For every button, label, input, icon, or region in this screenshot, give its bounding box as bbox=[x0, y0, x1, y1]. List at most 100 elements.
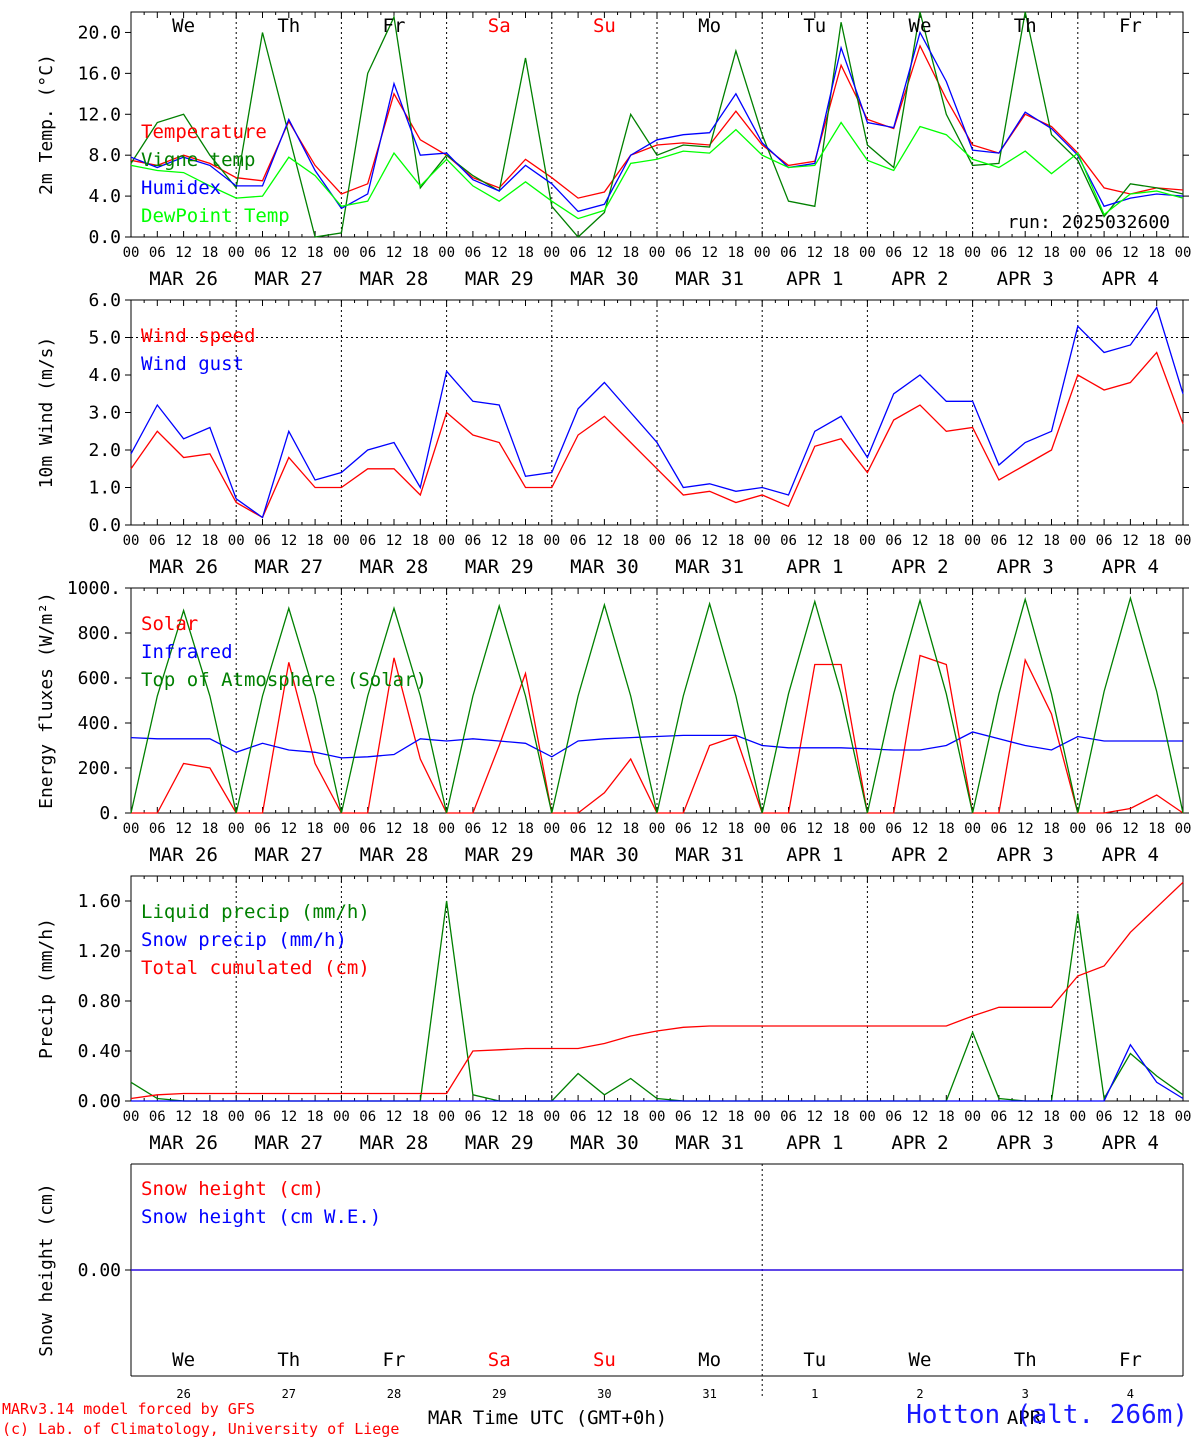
date-label: MAR 30 bbox=[570, 1132, 639, 1154]
weekday-label: Sa bbox=[488, 15, 511, 37]
date-label: APR 1 bbox=[786, 268, 843, 290]
hour-label: 06 bbox=[885, 821, 902, 837]
hour-label: 12 bbox=[280, 1109, 297, 1125]
hour-label: 12 bbox=[491, 1109, 508, 1125]
hour-label: 18 bbox=[833, 821, 850, 837]
y-tick-label: 1.20 bbox=[78, 941, 121, 962]
date-label: APR 4 bbox=[1102, 1132, 1159, 1154]
hour-label: 18 bbox=[622, 533, 639, 549]
legend-entry: Infrared bbox=[141, 641, 233, 663]
hour-label: 00 bbox=[123, 245, 140, 261]
y-axis-label: Precip (mm/h) bbox=[36, 918, 57, 1059]
hour-label: 12 bbox=[175, 533, 192, 549]
weekday-label: Tu bbox=[803, 15, 826, 37]
day-number: 31 bbox=[702, 1387, 716, 1401]
hour-label: 00 bbox=[543, 821, 560, 837]
hour-label: 00 bbox=[964, 1109, 981, 1125]
hour-label: 12 bbox=[386, 821, 403, 837]
hour-label: 18 bbox=[938, 821, 955, 837]
date-label: MAR 29 bbox=[465, 556, 534, 578]
y-tick-label: 8.0 bbox=[88, 145, 121, 166]
hour-label: 18 bbox=[1043, 1109, 1060, 1125]
hour-label: 12 bbox=[175, 1109, 192, 1125]
weekday-label: Su bbox=[593, 15, 616, 37]
hour-label: 00 bbox=[1175, 245, 1192, 261]
y-axis-label: 10m Wind (m/s) bbox=[36, 337, 57, 489]
weekday-label: Th bbox=[277, 1349, 300, 1371]
hour-label: 06 bbox=[675, 821, 692, 837]
series-line bbox=[130, 731, 1183, 759]
hour-label: 12 bbox=[491, 533, 508, 549]
date-label: APR 2 bbox=[891, 268, 948, 290]
hour-label: 06 bbox=[464, 245, 481, 261]
y-tick-label: 0.0 bbox=[88, 515, 121, 536]
hour-label: 12 bbox=[596, 1109, 613, 1125]
hour-label: 12 bbox=[1017, 245, 1034, 261]
hour-label: 18 bbox=[517, 821, 534, 837]
series-line bbox=[131, 1043, 1184, 1102]
hour-label: 12 bbox=[701, 533, 718, 549]
y-tick-label: 600. bbox=[78, 668, 121, 689]
weekday-label: We bbox=[909, 15, 932, 37]
hour-label: 12 bbox=[912, 821, 929, 837]
weekday-label: Th bbox=[277, 15, 300, 37]
hour-label: 12 bbox=[280, 245, 297, 261]
hour-label: 00 bbox=[964, 821, 981, 837]
date-label: MAR 27 bbox=[254, 268, 323, 290]
hour-label: 06 bbox=[570, 821, 587, 837]
day-number: 30 bbox=[597, 1387, 611, 1401]
hour-label: 18 bbox=[938, 533, 955, 549]
hour-label: 00 bbox=[228, 1109, 245, 1125]
y-tick-label: 2.0 bbox=[88, 440, 121, 461]
hour-label: 06 bbox=[990, 1109, 1007, 1125]
hour-label: 06 bbox=[570, 245, 587, 261]
hour-label: 18 bbox=[1148, 245, 1165, 261]
hour-label: 18 bbox=[833, 1109, 850, 1125]
hour-label: 06 bbox=[359, 821, 376, 837]
date-label: APR 3 bbox=[997, 1132, 1054, 1154]
hour-label: 06 bbox=[254, 1109, 271, 1125]
hour-label: 00 bbox=[333, 1109, 350, 1125]
run-annotation: run: 2025032600 bbox=[1007, 212, 1170, 233]
date-label: MAR 28 bbox=[360, 268, 429, 290]
day-number: 26 bbox=[176, 1387, 190, 1401]
hour-label: 00 bbox=[1175, 1109, 1192, 1125]
weekday-label: Mo bbox=[698, 15, 721, 37]
y-tick-label: 0.80 bbox=[78, 991, 121, 1012]
hour-label: 12 bbox=[1017, 821, 1034, 837]
hour-label: 00 bbox=[1069, 1109, 1086, 1125]
hour-label: 00 bbox=[123, 533, 140, 549]
hour-label: 00 bbox=[964, 533, 981, 549]
hour-label: 00 bbox=[333, 821, 350, 837]
lab-credit: (c) Lab. of Climatology, University of L… bbox=[2, 1420, 400, 1438]
hour-label: 06 bbox=[675, 245, 692, 261]
hour-label: 12 bbox=[280, 533, 297, 549]
month-label: MAR bbox=[428, 1407, 463, 1429]
hour-label: 18 bbox=[307, 1109, 324, 1125]
hour-label: 12 bbox=[701, 245, 718, 261]
hour-label: 00 bbox=[859, 821, 876, 837]
hour-label: 06 bbox=[570, 1109, 587, 1125]
hour-label: 00 bbox=[649, 821, 666, 837]
hour-label: 12 bbox=[596, 533, 613, 549]
date-label: APR 4 bbox=[1102, 556, 1159, 578]
hour-label: 18 bbox=[727, 1109, 744, 1125]
date-label: MAR 29 bbox=[465, 844, 534, 866]
date-label: APR 2 bbox=[891, 844, 948, 866]
hour-label: 18 bbox=[1043, 533, 1060, 549]
hour-label: 18 bbox=[833, 245, 850, 261]
date-label: APR 1 bbox=[786, 844, 843, 866]
hour-label: 18 bbox=[201, 245, 218, 261]
x-axis-label: Time UTC (GMT+0h) bbox=[473, 1407, 667, 1429]
hour-label: 00 bbox=[754, 245, 771, 261]
hour-label: 18 bbox=[622, 245, 639, 261]
hour-label: 00 bbox=[543, 1109, 560, 1125]
date-label: MAR 30 bbox=[570, 556, 639, 578]
hour-label: 18 bbox=[1043, 821, 1060, 837]
hour-label: 06 bbox=[675, 533, 692, 549]
date-label: APR 2 bbox=[891, 1132, 948, 1154]
hour-label: 06 bbox=[780, 533, 797, 549]
weekday-label: Sa bbox=[488, 1349, 511, 1371]
hour-label: 06 bbox=[675, 1109, 692, 1125]
